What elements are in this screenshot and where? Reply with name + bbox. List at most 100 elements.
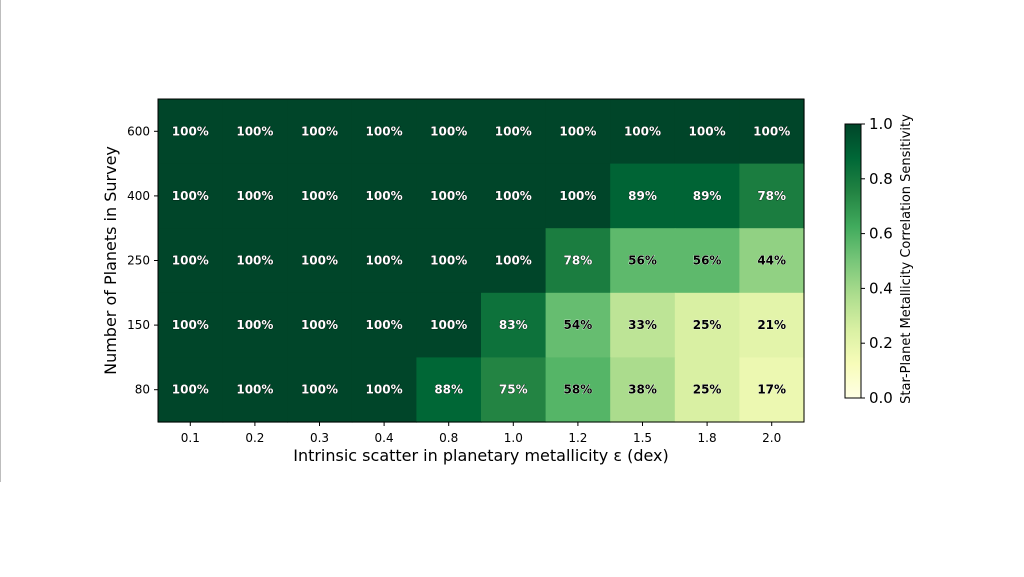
heatmap-cell bbox=[481, 99, 547, 165]
x-axis-ticks: 0.1 0.2 0.3 0.4 0.8 1.0 1.2 1.5 1.8 2.0 bbox=[181, 422, 781, 445]
cell-value-label: 100% bbox=[172, 318, 209, 332]
cell-value-label: 100% bbox=[236, 318, 273, 332]
cell-value-label: 58% bbox=[564, 383, 593, 397]
heatmap-cell bbox=[287, 357, 353, 423]
heatmap-cell bbox=[287, 292, 353, 358]
plot-frame bbox=[157, 98, 805, 423]
cell-value-label: 89% bbox=[628, 189, 657, 203]
heatmap-cell bbox=[351, 357, 417, 423]
cell-value-label: 100% bbox=[430, 124, 467, 138]
cell-value-label: 38% bbox=[628, 383, 657, 397]
colorbar-tick-label: 0.2 bbox=[869, 334, 893, 352]
cell-value-label: 56% bbox=[693, 254, 722, 268]
cell-value-label: 100% bbox=[236, 383, 273, 397]
heatmap-cell bbox=[158, 292, 224, 358]
cell-value-label: 100% bbox=[366, 383, 403, 397]
cell-value-label: 100% bbox=[172, 254, 209, 268]
cell-value-label: 100% bbox=[559, 124, 596, 138]
heatmap-cell bbox=[351, 292, 417, 358]
cell-value-label: 100% bbox=[753, 124, 790, 138]
cell-value-label: 78% bbox=[757, 189, 786, 203]
heatmap-cell bbox=[739, 228, 805, 294]
cell-value-label: 21% bbox=[757, 318, 786, 332]
heatmap-cell bbox=[545, 99, 611, 165]
heatmap-cell bbox=[222, 292, 288, 358]
heatmap-cell bbox=[739, 357, 805, 423]
colorbar-label: Star-Planet Metallicity Correlation Sens… bbox=[899, 114, 914, 404]
heatmap-cell bbox=[739, 99, 805, 165]
heatmap-cell bbox=[416, 228, 482, 294]
cell-value-label: 100% bbox=[495, 254, 532, 268]
heatmap-cell bbox=[416, 99, 482, 165]
cell-value-label: 100% bbox=[366, 318, 403, 332]
y-tick-label: 250 bbox=[127, 254, 150, 268]
heatmap-cell bbox=[545, 163, 611, 229]
heatmap-cell-labels: 100% 100% 100% 100% 100% 100% 100% 100% 100% 100%… bbox=[171, 124, 790, 397]
colorbar-tick-label: 1.0 bbox=[869, 115, 893, 133]
x-tick-label: 0.1 bbox=[181, 431, 200, 445]
cell-value-label: 100% bbox=[172, 189, 209, 203]
cell-value-label: 100% bbox=[301, 254, 338, 268]
cell-value-label: 33% bbox=[628, 318, 657, 332]
y-tick-label: 80 bbox=[135, 383, 150, 397]
heatmap-cell bbox=[416, 163, 482, 229]
x-tick-label: 0.8 bbox=[439, 431, 458, 445]
heatmap-cell bbox=[287, 228, 353, 294]
cell-value-label: 100% bbox=[236, 189, 273, 203]
cell-value-label: 25% bbox=[693, 318, 722, 332]
cell-value-label: 100% bbox=[172, 383, 209, 397]
cell-value-label: 100% bbox=[366, 189, 403, 203]
colorbar-tick-label: 0.8 bbox=[869, 170, 893, 188]
cell-value-label: 100% bbox=[301, 189, 338, 203]
heatmap-cell bbox=[416, 357, 482, 423]
cell-value-label: 100% bbox=[301, 318, 338, 332]
heatmap-cell bbox=[674, 357, 740, 423]
heatmap-cell bbox=[158, 357, 224, 423]
cell-value-label: 100% bbox=[430, 254, 467, 268]
heatmap-cell bbox=[481, 228, 547, 294]
x-axis-label: Intrinsic scatter in planetary metallici… bbox=[293, 446, 669, 465]
x-tick-label: 0.4 bbox=[375, 431, 394, 445]
cell-value-label: 44% bbox=[757, 254, 786, 268]
x-tick-label: 1.2 bbox=[568, 431, 587, 445]
heatmap-cell bbox=[739, 163, 805, 229]
heatmap-cell bbox=[545, 292, 611, 358]
heatmap-cells bbox=[158, 99, 805, 423]
heatmap-cell bbox=[158, 99, 224, 165]
cell-value-label: 100% bbox=[301, 383, 338, 397]
cell-value-label: 100% bbox=[430, 318, 467, 332]
heatmap-cell bbox=[351, 163, 417, 229]
colorbar: 0.0 0.2 0.4 0.6 0.8 1.0 Star-Planet Metallici… bbox=[844, 114, 914, 407]
cell-value-label: 100% bbox=[366, 254, 403, 268]
heatmap-cell bbox=[674, 163, 740, 229]
heatmap-cell bbox=[158, 163, 224, 229]
colorbar-tick-label: 0.0 bbox=[869, 389, 893, 407]
colorbar-gradient bbox=[844, 123, 862, 399]
colorbar-tick-label: 0.4 bbox=[869, 279, 893, 297]
heatmap-cell bbox=[610, 99, 676, 165]
heatmap-cell bbox=[610, 163, 676, 229]
colorbar-ticks: 0.0 0.2 0.4 0.6 0.8 1.0 bbox=[861, 115, 893, 407]
cell-value-label: 54% bbox=[564, 318, 593, 332]
y-tick-label: 600 bbox=[127, 124, 150, 138]
cell-value-label: 100% bbox=[172, 124, 209, 138]
cell-value-label: 83% bbox=[499, 318, 528, 332]
cell-value-label: 100% bbox=[430, 189, 467, 203]
heatmap-cell bbox=[610, 228, 676, 294]
heatmap-cell bbox=[674, 228, 740, 294]
cell-value-label: 100% bbox=[236, 124, 273, 138]
heatmap-cell bbox=[610, 357, 676, 423]
heatmap-cell bbox=[674, 99, 740, 165]
heatmap-cell bbox=[481, 357, 547, 423]
heatmap-cell bbox=[287, 163, 353, 229]
heatmap-cell bbox=[545, 228, 611, 294]
x-tick-label: 0.2 bbox=[245, 431, 264, 445]
heatmap-cell bbox=[545, 357, 611, 423]
x-tick-label: 1.0 bbox=[504, 431, 523, 445]
cell-value-label: 88% bbox=[434, 383, 463, 397]
heatmap-cell bbox=[481, 292, 547, 358]
cell-value-label: 75% bbox=[499, 383, 528, 397]
heatmap-cell bbox=[416, 292, 482, 358]
heatmap-cell bbox=[351, 228, 417, 294]
